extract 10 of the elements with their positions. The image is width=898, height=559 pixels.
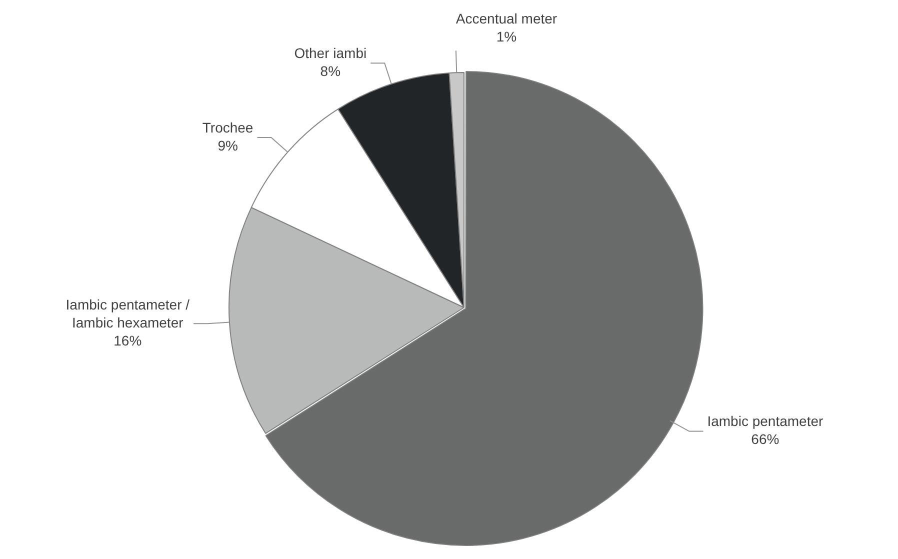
data-label: 8% (320, 62, 341, 79)
slice-label: Iambic pentameter / Iambic hexameter (66, 296, 190, 330)
data-label: 66% (751, 431, 780, 448)
slice-label: Trochee (202, 119, 254, 136)
data-label: 1% (496, 28, 517, 44)
data-label: 9% (218, 137, 238, 154)
data-label: 16% (114, 332, 142, 348)
slice-label: Other iambi (294, 44, 367, 61)
slice-label: Accentual meter (456, 10, 558, 26)
slice-label: Iambic pentameter (707, 413, 824, 430)
